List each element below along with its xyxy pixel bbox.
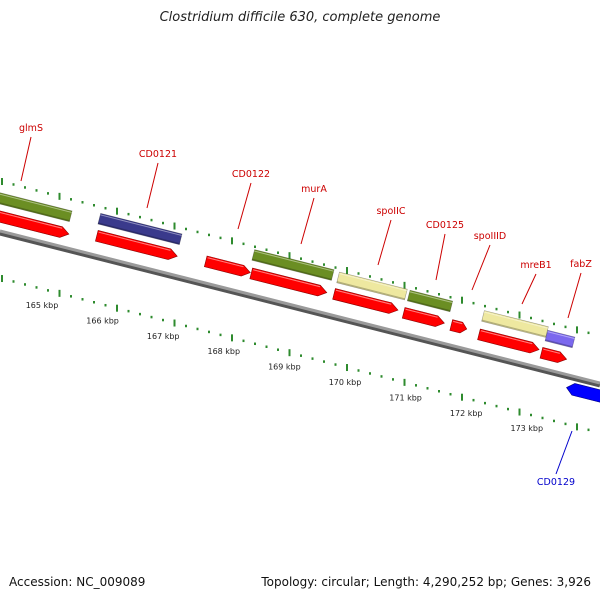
murA-leader-line (300, 197, 315, 245)
fabZ-leader-line (567, 272, 582, 319)
glmS-gene-label: glmS (19, 123, 43, 134)
CD0129-gene-arrow (566, 383, 600, 403)
kbp-tick-label: 172 kbp (450, 409, 483, 418)
kbp-tick-label: 167 kbp (147, 332, 180, 341)
CD0129-leader-line (555, 430, 573, 475)
CD0129-gene-label: CD0129 (537, 477, 575, 488)
gene-label-layer: glmS CD0121 CD0122 murA spoIIC CD0125 spoIIID m… (19, 123, 592, 488)
glmS-leader-line (20, 136, 32, 182)
spoIIC-leader-line (377, 219, 392, 266)
CD0121-leader-line (146, 162, 159, 209)
upper-tick-row (1, 178, 590, 335)
fabZ-gene-label: fabZ (570, 259, 592, 270)
cds-arrow (0, 210, 70, 238)
kbp-tick-label: 170 kbp (329, 378, 362, 387)
CD0125-gene-label: CD0125 (426, 220, 464, 231)
map-title: Clostridium difficile 630, complete geno… (159, 10, 441, 25)
cds-arrow (539, 347, 568, 363)
kbp-tick-label: 171 kbp (389, 393, 422, 402)
feature-layer (0, 189, 600, 403)
glmS-gene-bar (0, 189, 73, 223)
mreB1-leader-line (521, 273, 537, 305)
CD0122-leader-line (237, 182, 252, 230)
CD0125-gene-bar (406, 289, 454, 313)
label-leaders (20, 136, 582, 475)
kbp-tick-label: 169 kbp (268, 363, 301, 372)
cds-arrow (95, 230, 178, 260)
lower-tick-row (1, 275, 590, 432)
kbp-label-layer: 165 kbp 166 kbp 167 kbp 168 kbp 169 kbp 170 k… (26, 301, 543, 433)
genome-backbone (0, 229, 600, 385)
murA-gene-label: murA (301, 184, 327, 195)
genome-summary-text: Topology: circular; Length: 4,290,252 bp… (261, 575, 591, 589)
spoIIID-gene-label: spoIIID (474, 231, 507, 242)
mreB1-gene-label: mreB1 (520, 260, 551, 271)
murA-gene-bar (251, 249, 335, 281)
cds-arrow (249, 267, 328, 297)
cds-arrow (477, 328, 540, 354)
kbp-tick-label: 165 kbp (26, 301, 59, 310)
CD0125-leader-line (435, 233, 446, 281)
spoIIC-gene-label: spoIIC (376, 206, 405, 217)
kbp-tick-label: 173 kbp (510, 424, 543, 433)
cds-arrow (332, 288, 399, 314)
genome-backbone-shadow (0, 230, 600, 388)
CD0122-gene-label: CD0122 (232, 169, 270, 180)
CD0121-gene-label: CD0121 (139, 149, 177, 160)
spoIIID-leader-line (471, 244, 491, 291)
kbp-tick-label: 166 kbp (86, 316, 119, 325)
cds-arrow (203, 255, 251, 277)
spoIIC-gene-bar (336, 271, 408, 301)
CD0121-gene-bar (97, 212, 183, 246)
kbp-tick-label: 168 kbp (207, 347, 240, 356)
cds-arrow (449, 319, 468, 334)
accession-text: Accession: NC_009089 (9, 575, 146, 589)
cds-arrow (401, 307, 445, 327)
fabZ-gene-bar (544, 329, 576, 349)
mreB1-gene-bar (481, 310, 549, 338)
